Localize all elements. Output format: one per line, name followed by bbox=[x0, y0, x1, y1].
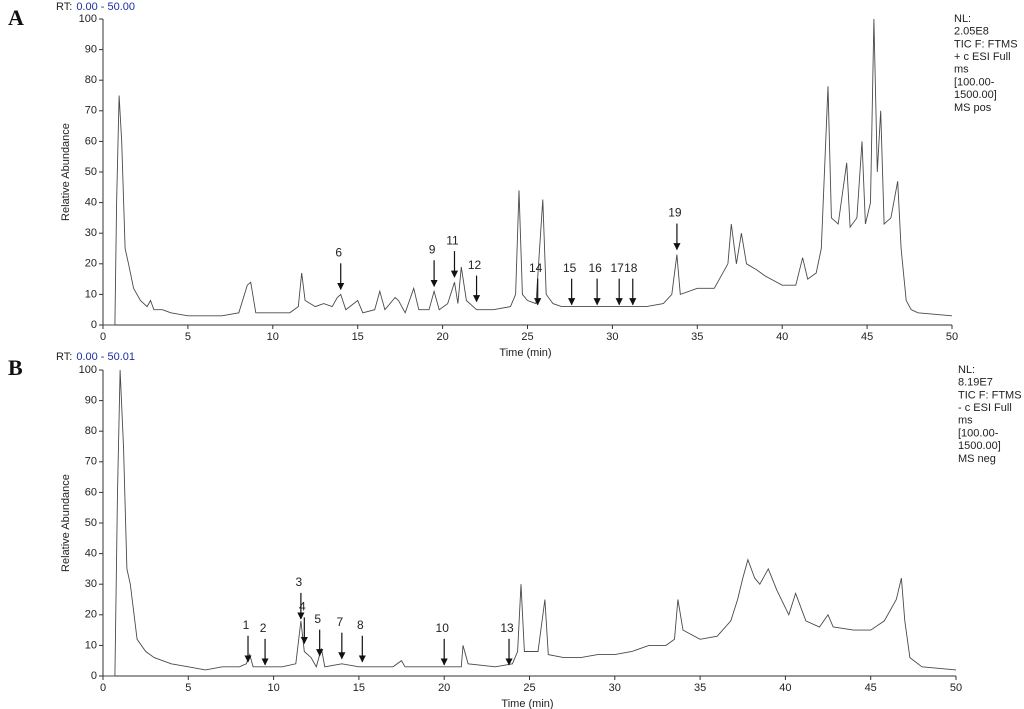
y-tick-label: 60 bbox=[85, 135, 97, 147]
annotation-label: 2 bbox=[260, 621, 267, 635]
y-tick-label: 40 bbox=[85, 548, 97, 560]
y-tick-label: 10 bbox=[85, 288, 97, 300]
info-line: NL: bbox=[954, 13, 971, 25]
x-tick-label: 35 bbox=[691, 331, 703, 343]
annotation-label: 6 bbox=[335, 246, 342, 260]
info-line: ms bbox=[958, 415, 973, 427]
x-tick-label: 30 bbox=[606, 331, 618, 343]
y-tick-label: 30 bbox=[85, 227, 97, 239]
annotation-label: 5 bbox=[314, 612, 321, 626]
x-tick-label: 25 bbox=[523, 682, 535, 694]
panel-letter: A bbox=[8, 5, 24, 30]
rt-range: 0.00 - 50.00 bbox=[76, 1, 135, 13]
y-tick-label: 40 bbox=[85, 197, 97, 209]
y-tick-label: 80 bbox=[85, 74, 97, 86]
info-line: + c ESI Full bbox=[954, 51, 1011, 63]
y-tick-label: 90 bbox=[85, 395, 97, 407]
y-tick-label: 30 bbox=[85, 578, 97, 590]
y-tick-label: 20 bbox=[85, 258, 97, 270]
x-tick-label: 45 bbox=[865, 682, 877, 694]
y-tick-label: 0 bbox=[91, 319, 97, 331]
annotation-label: 13 bbox=[500, 621, 514, 635]
annotation-label: 19 bbox=[668, 206, 682, 220]
x-tick-label: 10 bbox=[267, 682, 279, 694]
x-tick-label: 15 bbox=[352, 331, 364, 343]
info-line: - c ESI Full bbox=[958, 402, 1012, 414]
y-tick-label: 80 bbox=[85, 425, 97, 437]
annotation-label: 3 bbox=[296, 575, 303, 589]
x-tick-label: 40 bbox=[776, 331, 788, 343]
y-tick-label: 60 bbox=[85, 486, 97, 498]
y-tick-label: 20 bbox=[85, 609, 97, 621]
y-tick-label: 100 bbox=[79, 364, 97, 376]
info-line: 1500.00] bbox=[958, 440, 1001, 452]
info-line: MS pos bbox=[954, 102, 992, 114]
x-axis-label: Time (min) bbox=[501, 698, 553, 709]
x-tick-label: 10 bbox=[267, 331, 279, 343]
annotation-label: 15 bbox=[563, 261, 577, 275]
annotation-label: 7 bbox=[336, 615, 343, 629]
annotation-label: 18 bbox=[624, 261, 638, 275]
rt-label: RT: 0.00 - 50.00 bbox=[56, 1, 135, 13]
annotation-label: 14 bbox=[529, 261, 543, 275]
rt-prefix: RT: bbox=[56, 351, 72, 363]
annotation-label: 8 bbox=[357, 618, 364, 632]
y-tick-label: 0 bbox=[91, 670, 97, 682]
annotation-label: 12 bbox=[468, 258, 482, 272]
rt-prefix: RT: bbox=[56, 1, 72, 13]
x-tick-label: 20 bbox=[436, 331, 448, 343]
info-line: TIC F: FTMS bbox=[954, 38, 1018, 50]
y-tick-label: 10 bbox=[85, 639, 97, 651]
x-tick-label: 0 bbox=[100, 682, 106, 694]
panel-letter: B bbox=[8, 355, 23, 380]
x-tick-label: 50 bbox=[946, 331, 958, 343]
annotation-label: 1 bbox=[243, 618, 250, 632]
annotation-label: 16 bbox=[588, 261, 602, 275]
x-tick-label: 35 bbox=[694, 682, 706, 694]
info-line: [100.00- bbox=[958, 427, 999, 439]
x-tick-label: 25 bbox=[521, 331, 533, 343]
info-line: [100.00- bbox=[954, 76, 995, 88]
x-tick-label: 0 bbox=[100, 331, 106, 343]
y-axis-label: Relative Abundance bbox=[60, 123, 72, 221]
info-line: 1500.00] bbox=[954, 89, 997, 101]
info-line: NL: bbox=[958, 364, 975, 376]
x-tick-label: 50 bbox=[950, 682, 962, 694]
y-tick-label: 50 bbox=[85, 166, 97, 178]
rt-label: RT: 0.00 - 50.01 bbox=[56, 351, 135, 363]
y-axis-label: Relative Abundance bbox=[60, 474, 72, 572]
y-tick-label: 70 bbox=[85, 456, 97, 468]
x-tick-label: 20 bbox=[438, 682, 450, 694]
x-tick-label: 15 bbox=[353, 682, 365, 694]
trace bbox=[103, 369, 957, 677]
info-line: ms bbox=[954, 64, 969, 76]
y-tick-label: 90 bbox=[85, 44, 97, 56]
x-axis-label: Time (min) bbox=[499, 347, 551, 359]
annotation-label: 9 bbox=[429, 242, 436, 256]
x-tick-label: 45 bbox=[861, 331, 873, 343]
annotation-label: 11 bbox=[446, 233, 459, 247]
annotation-label: 4 bbox=[299, 600, 306, 614]
x-tick-label: 5 bbox=[185, 331, 191, 343]
info-line: 2.05E8 bbox=[954, 26, 989, 38]
trace bbox=[103, 18, 953, 326]
x-tick-label: 5 bbox=[185, 682, 191, 694]
y-tick-label: 100 bbox=[79, 13, 97, 25]
y-tick-label: 70 bbox=[85, 105, 97, 117]
y-tick-label: 50 bbox=[85, 517, 97, 529]
info-line: TIC F: FTMS bbox=[958, 389, 1022, 401]
info-line: MS neg bbox=[958, 453, 996, 465]
x-tick-label: 30 bbox=[609, 682, 621, 694]
annotation-label: 10 bbox=[436, 621, 450, 635]
info-line: 8.19E7 bbox=[958, 377, 993, 389]
x-tick-label: 40 bbox=[779, 682, 791, 694]
rt-range: 0.00 - 50.01 bbox=[76, 351, 135, 363]
annotation-label: 17 bbox=[611, 261, 625, 275]
